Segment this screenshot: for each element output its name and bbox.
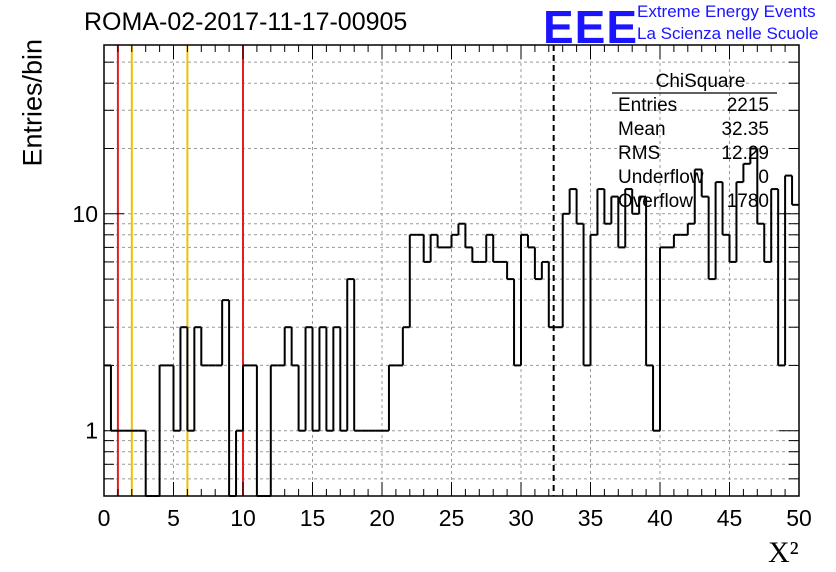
x-tick-label: 20 [369, 505, 395, 531]
y-tick-label: 1 [85, 418, 98, 444]
histogram-series [104, 147, 799, 497]
x-tick-label: 15 [300, 505, 326, 531]
chart-title: ROMA-02-2017-11-17-00905 [84, 8, 408, 36]
x-tick-label: 5 [167, 505, 180, 531]
stats-row-label: RMS [618, 143, 660, 164]
stats-box: ChiSquare Entries 2215 Mean 32.35 RMS 12.29 Und… [612, 71, 777, 212]
eee-tagline-1: Extreme Energy Events [637, 2, 816, 21]
x-tick-label: 30 [508, 505, 534, 531]
stats-row-label: Mean [618, 119, 666, 140]
x-tick-label: 50 [786, 505, 812, 531]
stats-row-label: Entries [618, 95, 677, 116]
stats-row-value: 32.35 [721, 119, 769, 140]
x-tick-label: 25 [439, 505, 465, 531]
stats-row-value: 2215 [727, 95, 769, 116]
stats-row-label: Underflow [618, 167, 704, 188]
stats-box-title: ChiSquare [656, 71, 746, 92]
axis-ticks: 0 5 10 15 20 25 30 35 40 45 50 1 10 [72, 45, 812, 531]
x-tick-label: 35 [578, 505, 604, 531]
stats-row-value: 12.29 [721, 143, 769, 164]
x-tick-label: 0 [98, 505, 111, 531]
y-tick-label: 10 [72, 201, 98, 227]
stats-row-label: Overflow [618, 191, 693, 212]
stats-row-value: 0 [758, 167, 769, 188]
x-tick-label: 40 [647, 505, 673, 531]
x-tick-label: 45 [717, 505, 743, 531]
x-axis-label: X² [768, 536, 799, 569]
grid [104, 45, 799, 496]
eee-tagline-2: La Scienza nelle Scuole [637, 24, 819, 43]
x-tick-label: 10 [230, 505, 256, 531]
stats-row-value: 1780 [727, 191, 769, 212]
